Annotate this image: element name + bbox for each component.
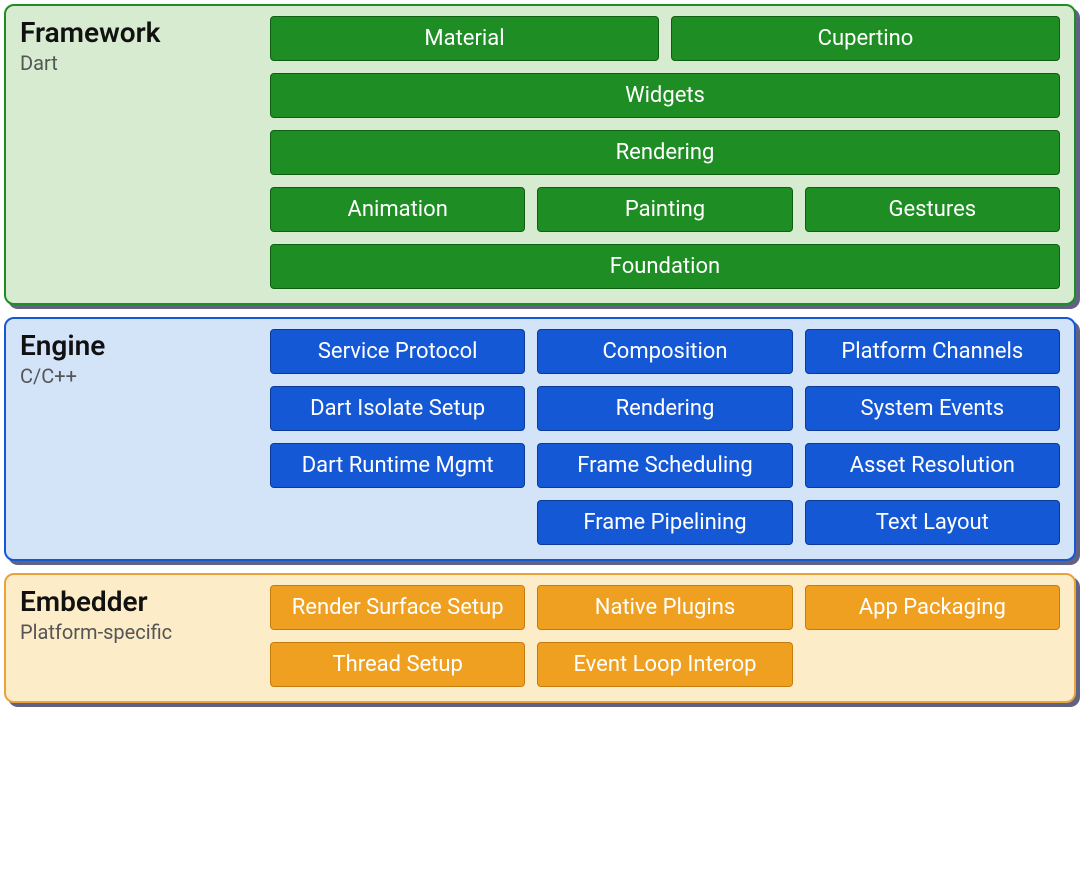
layer-subtitle: C/C++ [20, 364, 250, 388]
layer-body: Material Cupertino Widgets Rendering Animati… [270, 16, 1060, 289]
component-box: Event Loop Interop [537, 642, 792, 687]
layer-title: Embedder [20, 587, 250, 618]
layer-row: Thread Setup Event Loop Interop [270, 642, 1060, 687]
component-box: Dart Isolate Setup [270, 386, 525, 431]
layer-row: Animation Painting Gestures [270, 187, 1060, 232]
component-box: Frame Pipelining [537, 500, 792, 545]
layer-body: Render Surface Setup Native Plugins App Pa… [270, 585, 1060, 687]
component-box: Painting [537, 187, 792, 232]
architecture-diagram: FrameworkDart Material Cupertino Widgets Ren… [4, 4, 1076, 703]
layer-subtitle: Platform-specific [20, 620, 250, 644]
layer-header: EmbedderPlatform-specific [20, 585, 250, 644]
layer-row: Dart Isolate Setup Rendering System Events [270, 386, 1060, 431]
component-box: Thread Setup [270, 642, 525, 687]
layer-row: Rendering [270, 130, 1060, 175]
layer-row: Dart Runtime Mgmt Frame Scheduling Asset R… [270, 443, 1060, 488]
layer-title: Engine [20, 331, 250, 362]
component-box: Cupertino [671, 16, 1060, 61]
layer-row: Render Surface Setup Native Plugins App Pa… [270, 585, 1060, 630]
component-box: Rendering [537, 386, 792, 431]
component-box: Service Protocol [270, 329, 525, 374]
layer-subtitle: Dart [20, 51, 250, 75]
component-box: Native Plugins [537, 585, 792, 630]
component-box: Widgets [270, 73, 1060, 118]
layer-row: Material Cupertino [270, 16, 1060, 61]
component-box: Render Surface Setup [270, 585, 525, 630]
component-box: Material [270, 16, 659, 61]
component-box: Frame Scheduling [537, 443, 792, 488]
layer-body: Service Protocol Composition Platform Chan… [270, 329, 1060, 545]
layer-row: Foundation [270, 244, 1060, 289]
component-box: System Events [805, 386, 1060, 431]
component-box: Composition [537, 329, 792, 374]
layer-embedder: EmbedderPlatform-specific Render Surface … [4, 573, 1076, 703]
component-box: App Packaging [805, 585, 1060, 630]
layer-framework: FrameworkDart Material Cupertino Widgets Ren… [4, 4, 1076, 305]
layer-row: Widgets [270, 73, 1060, 118]
layer-title: Framework [20, 18, 250, 49]
component-box: Gestures [805, 187, 1060, 232]
layer-header: EngineC/C++ [20, 329, 250, 388]
layer-header: FrameworkDart [20, 16, 250, 75]
component-box: Animation [270, 187, 525, 232]
component-box: Dart Runtime Mgmt [270, 443, 525, 488]
component-box: Text Layout [805, 500, 1060, 545]
component-box: Asset Resolution [805, 443, 1060, 488]
component-box: Rendering [270, 130, 1060, 175]
component-box: Platform Channels [805, 329, 1060, 374]
component-box: Foundation [270, 244, 1060, 289]
layer-row: Frame Pipelining Text Layout [270, 500, 1060, 545]
layer-row: Service Protocol Composition Platform Chan… [270, 329, 1060, 374]
layer-engine: EngineC/C++ Service Protocol Composition Pl… [4, 317, 1076, 561]
